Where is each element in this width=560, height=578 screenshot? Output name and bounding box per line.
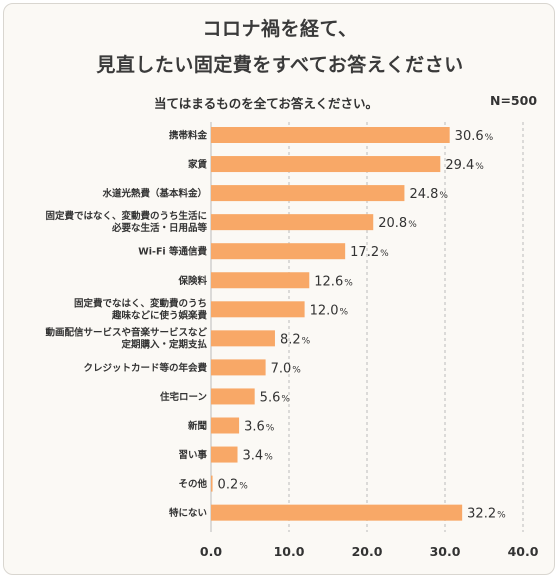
bar (211, 214, 374, 231)
value-label: 30.6% (455, 129, 494, 144)
bar (211, 417, 240, 434)
bar (211, 127, 450, 143)
value-label: 3.4% (243, 449, 274, 464)
category-label: 携帯料金 (169, 130, 208, 142)
category-label: Wi-Fi 等通信費 (138, 246, 207, 258)
category-label: その他 (178, 478, 207, 490)
value-label: 12.0% (310, 303, 349, 318)
sample-size-label: N=500 (490, 93, 538, 108)
chart-title-line2: 見直したい固定費をすべてお答えください (96, 54, 464, 76)
bar (211, 243, 346, 260)
bar (211, 156, 441, 173)
value-labels: 30.6% 29.4% 24.8% 20.8% 17.2% 12.6% 12.0% 8.2% 7… (218, 129, 507, 522)
grid-lines (210, 122, 524, 532)
category-label: 水道光熱費（基本料金） (102, 188, 207, 200)
category-label: 定期購入・定期支払 (120, 338, 207, 350)
value-label: 12.6% (314, 274, 353, 289)
bar (211, 359, 266, 376)
x-tick-label: 20.0 (352, 544, 383, 559)
chart-title-line1: コロナ禍を経て、 (202, 18, 358, 40)
category-label: 新聞 (188, 420, 207, 432)
category-label: クレジットカード等の年会費 (83, 362, 207, 374)
bar (211, 446, 238, 463)
category-label: 固定費ではなく、変動費のうち生活に (45, 210, 207, 222)
bar (211, 388, 255, 405)
value-label: 5.6% (260, 390, 291, 405)
x-axis-ticks: 0.0 10.0 20.0 30.0 40.0 (200, 544, 539, 559)
x-tick-label: 30.0 (430, 544, 461, 559)
bar (211, 185, 405, 202)
category-label: 必要な生活・日用品等 (111, 222, 208, 234)
category-label: 固定費でなはく、変動費のうち (74, 297, 207, 309)
x-tick-label: 10.0 (274, 544, 305, 559)
value-label: 0.2% (218, 478, 249, 493)
bar (211, 330, 275, 347)
value-label: 32.2% (467, 507, 506, 522)
chart-subtitle: 当てはまるものを全てお答えください。 (154, 96, 379, 111)
x-tick-label: 40.0 (508, 544, 539, 559)
chart-card: コロナ禍を経て、 見直したい固定費をすべてお答えください 当てはまるものを全てお… (3, 3, 555, 575)
value-label: 7.0% (271, 361, 302, 376)
bar (211, 272, 310, 289)
value-label: 29.4% (445, 158, 484, 173)
category-label: 特にない (169, 507, 207, 519)
value-label: 8.2% (280, 332, 311, 347)
category-label: 習い事 (178, 449, 207, 461)
value-label: 24.8% (409, 187, 448, 202)
x-tick-label: 0.0 (200, 544, 222, 559)
bar (211, 301, 305, 318)
value-label: 17.2% (350, 245, 389, 260)
bars (211, 127, 463, 521)
category-label: 動画配信サービスや音楽サービスなど (45, 326, 207, 338)
bar (211, 475, 213, 492)
category-label: 趣味などに使う娯楽費 (111, 309, 208, 321)
value-label: 3.6% (244, 420, 275, 435)
value-label: 20.8% (378, 216, 417, 231)
category-label: 住宅ローン (160, 391, 207, 403)
bar (211, 504, 463, 521)
category-label: 保険料 (177, 275, 207, 287)
category-label: 家賃 (188, 159, 208, 171)
